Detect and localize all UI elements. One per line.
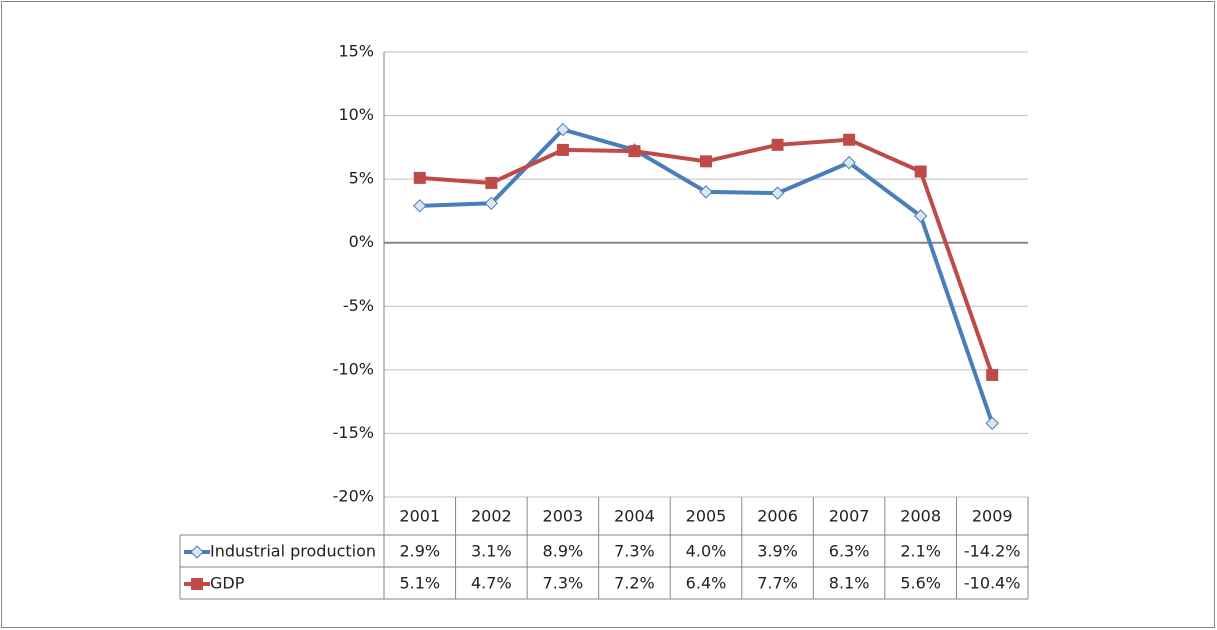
point-marker [699, 185, 713, 199]
table-value: -10.4% [964, 574, 1021, 593]
table-value: 8.9% [543, 542, 584, 561]
y-tick-label: -15% [333, 423, 374, 442]
table-value: 3.9% [757, 542, 798, 561]
point-marker [770, 186, 785, 200]
y-tick-label: -20% [333, 487, 374, 506]
point-marker [771, 138, 784, 151]
x-tick-label: 2004 [614, 507, 655, 526]
x-tick-label: 2008 [900, 507, 941, 526]
point-marker [986, 368, 999, 381]
point-marker [985, 416, 999, 430]
legend-marker [190, 545, 204, 559]
legend-label: Industrial production [210, 542, 376, 561]
series-line [419, 127, 995, 424]
table-value: 6.4% [686, 574, 727, 593]
x-tick-label: 2009 [972, 507, 1013, 526]
table-value: 5.6% [900, 574, 941, 593]
table-value: 7.2% [614, 574, 655, 593]
point-marker [556, 143, 569, 156]
point-marker [413, 199, 427, 213]
table-value: 8.1% [829, 574, 870, 593]
table-value: 7.7% [757, 574, 798, 593]
point-marker [843, 133, 856, 146]
point-marker [628, 145, 641, 158]
table-value: 2.9% [399, 542, 440, 561]
point-marker [914, 165, 927, 178]
point-marker [413, 171, 426, 184]
x-tick-label: 2005 [686, 507, 727, 526]
y-tick-label: 5% [349, 169, 374, 188]
x-tick-label: 2003 [543, 507, 584, 526]
table-value: 7.3% [543, 574, 584, 593]
table-value: -14.2% [964, 542, 1021, 561]
table-value: 7.3% [614, 542, 655, 561]
series-line [419, 137, 995, 376]
y-tick-label: 10% [338, 105, 374, 124]
table-value: 5.1% [399, 574, 440, 593]
y-tick-label: 0% [349, 232, 374, 251]
x-tick-label: 2002 [471, 507, 512, 526]
y-tick-label: -10% [333, 359, 374, 378]
table-value: 4.0% [686, 542, 727, 561]
table-value: 4.7% [471, 574, 512, 593]
x-tick-label: 2001 [399, 507, 440, 526]
point-marker [913, 209, 928, 223]
point-marker [556, 122, 570, 137]
legend-marker [191, 578, 203, 590]
table-value: 3.1% [471, 542, 512, 561]
x-tick-label: 2006 [757, 507, 798, 526]
point-marker [700, 155, 712, 168]
y-tick-label: -5% [343, 296, 374, 315]
legend-label: GDP [210, 574, 245, 593]
point-marker [485, 176, 498, 189]
point-marker [484, 196, 499, 211]
y-tick-label: 15% [338, 42, 374, 61]
point-marker [842, 155, 856, 170]
table-value: 6.3% [829, 542, 870, 561]
x-tick-label: 2007 [829, 507, 870, 526]
table-value: 2.1% [900, 542, 941, 561]
